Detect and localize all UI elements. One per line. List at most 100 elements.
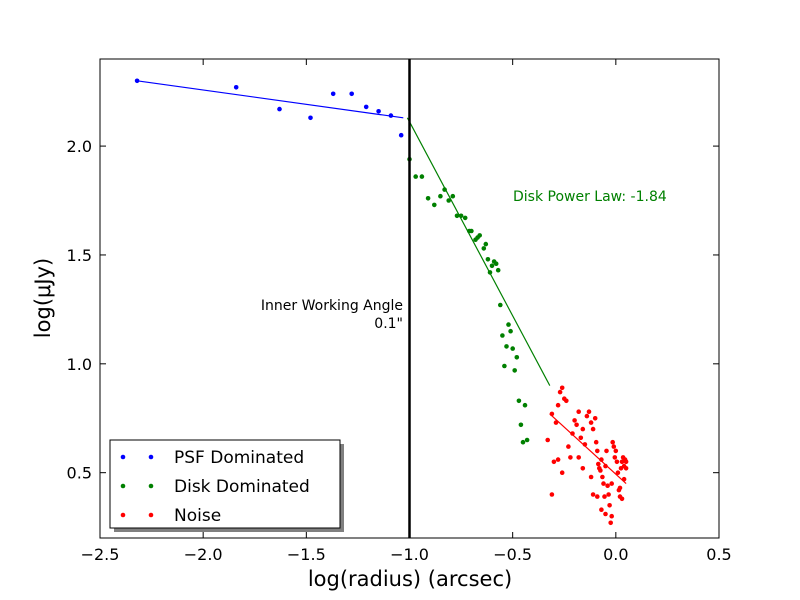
x-tick-label-0: −2.5 [81, 545, 120, 564]
y-tick-label-2: 1.5 [67, 246, 92, 265]
annotation-inner-working-angle-value: 0.1" [374, 316, 403, 332]
disk-dominated-point-26 [500, 333, 505, 338]
disk-dominated-point-25 [498, 302, 503, 308]
noise-point-35 [607, 503, 612, 508]
legend-noise-marker-1 [120, 512, 126, 518]
disk-dominated-point-35 [518, 422, 524, 428]
noise-point-32 [604, 448, 609, 454]
psf-dominated-point-4 [330, 91, 336, 97]
psf-dominated-fit-line [137, 80, 404, 119]
disk-dominated-point-34 [516, 398, 522, 404]
noise-fit-line [549, 413, 627, 485]
noise-point-43 [615, 470, 621, 476]
noise-point-42 [614, 459, 620, 465]
noise-point-22 [593, 439, 599, 445]
disk-dominated-point-19 [485, 257, 491, 262]
noise-point-39 [611, 444, 617, 449]
noise-point-18 [586, 409, 592, 415]
noise-point-2 [553, 420, 559, 425]
legend: PSF Dominated Disk Dominated Noise [109, 439, 344, 532]
noise-point-52 [549, 492, 555, 497]
noise-point-38 [610, 439, 615, 445]
disk-dominated-point-13 [469, 228, 474, 234]
legend-label-disk-dominated: Disk Dominated [174, 477, 310, 497]
noise-point-65 [619, 496, 625, 502]
disk-dominated-point-11 [462, 215, 468, 221]
noise-point-33 [605, 483, 610, 489]
legend-psf-marker-2 [148, 454, 154, 460]
noise-point-64 [617, 485, 623, 491]
noise-point-4 [557, 389, 563, 395]
noise-point-10 [570, 431, 575, 436]
noise-point-61 [599, 507, 604, 512]
y-tick-label-1: 1.0 [67, 355, 92, 374]
disk-dominated-point-16 [477, 233, 483, 238]
psf-dominated-point-2 [277, 106, 282, 112]
data-layer [134, 59, 629, 538]
disk-dominated-point-31 [510, 346, 515, 351]
noise-point-21 [592, 416, 598, 421]
psf-dominated-point-1 [233, 85, 239, 90]
noise-point-26 [598, 468, 603, 473]
noise-point-20 [590, 426, 596, 432]
noise-point-54 [555, 457, 561, 462]
noise-point-28 [600, 474, 605, 480]
legend-box [109, 439, 341, 529]
disk-dominated-point-8 [450, 193, 456, 199]
psf-dominated-point-7 [376, 109, 381, 114]
disk-dominated-fit-line [406, 117, 551, 386]
noise-point-12 [574, 422, 579, 428]
disk-dominated-point-38 [524, 437, 530, 443]
disk-dominated-point-3 [425, 196, 431, 201]
disk-dominated-point-1 [413, 174, 419, 179]
ticks-layer: −2.5 −2.0 −1.5 −1.0 −0.5 0.0 0.5 0.5 1.0 1.5 2.0 [67, 59, 732, 564]
x-axis-label: log(radius) (arcsec) [308, 567, 512, 591]
x-tick-label-3: −1.0 [390, 545, 429, 564]
x-tick-label-5: 0.0 [603, 545, 628, 564]
disk-dominated-point-17 [481, 246, 487, 251]
noise-point-34 [606, 492, 611, 497]
noise-point-56 [576, 455, 581, 460]
noise-point-23 [595, 448, 600, 454]
noise-point-13 [576, 409, 581, 415]
noise-point-57 [580, 466, 586, 471]
noise-point-53 [551, 459, 557, 465]
noise-point-40 [612, 455, 618, 460]
legend-label-noise: Noise [174, 506, 221, 526]
noise-point-9 [568, 455, 573, 460]
noise-point-14 [578, 435, 584, 441]
noise-point-31 [603, 463, 608, 469]
disk-dominated-point-33 [514, 355, 520, 360]
x-tick-label-4: −0.5 [493, 545, 532, 564]
y-tick-label-0: 0.5 [67, 464, 92, 483]
noise-point-51 [623, 459, 629, 465]
disk-dominated-point-30 [508, 328, 513, 334]
noise-point-0 [545, 437, 550, 443]
noise-point-67 [623, 466, 629, 471]
noise-point-55 [559, 470, 565, 476]
psf-dominated-point-9 [398, 132, 404, 138]
disk-dominated-point-23 [493, 261, 499, 267]
legend-noise-marker-2 [148, 512, 154, 518]
psf-dominated-point-3 [308, 115, 313, 121]
disk-dominated-point-21 [489, 263, 495, 269]
noise-point-59 [590, 492, 596, 497]
noise-point-37 [609, 513, 614, 519]
noise-point-15 [580, 426, 586, 432]
disk-dominated-point-32 [512, 368, 517, 373]
noise-point-19 [588, 420, 594, 425]
noise-point-36 [608, 520, 613, 526]
disk-dominated-point-7 [446, 198, 452, 203]
disk-dominated-point-37 [522, 402, 528, 408]
x-tick-label-2: −1.5 [287, 545, 326, 564]
disk-dominated-point-24 [495, 267, 501, 273]
noise-point-5 [559, 385, 565, 391]
noise-point-17 [584, 413, 590, 419]
noise-point-30 [602, 494, 607, 499]
psf-dominated-point-5 [349, 91, 355, 97]
disk-dominated-point-28 [504, 344, 509, 349]
noise-point-63 [609, 481, 614, 486]
noise-point-8 [566, 444, 571, 449]
y-axis-label: log(μJy) [31, 258, 55, 338]
